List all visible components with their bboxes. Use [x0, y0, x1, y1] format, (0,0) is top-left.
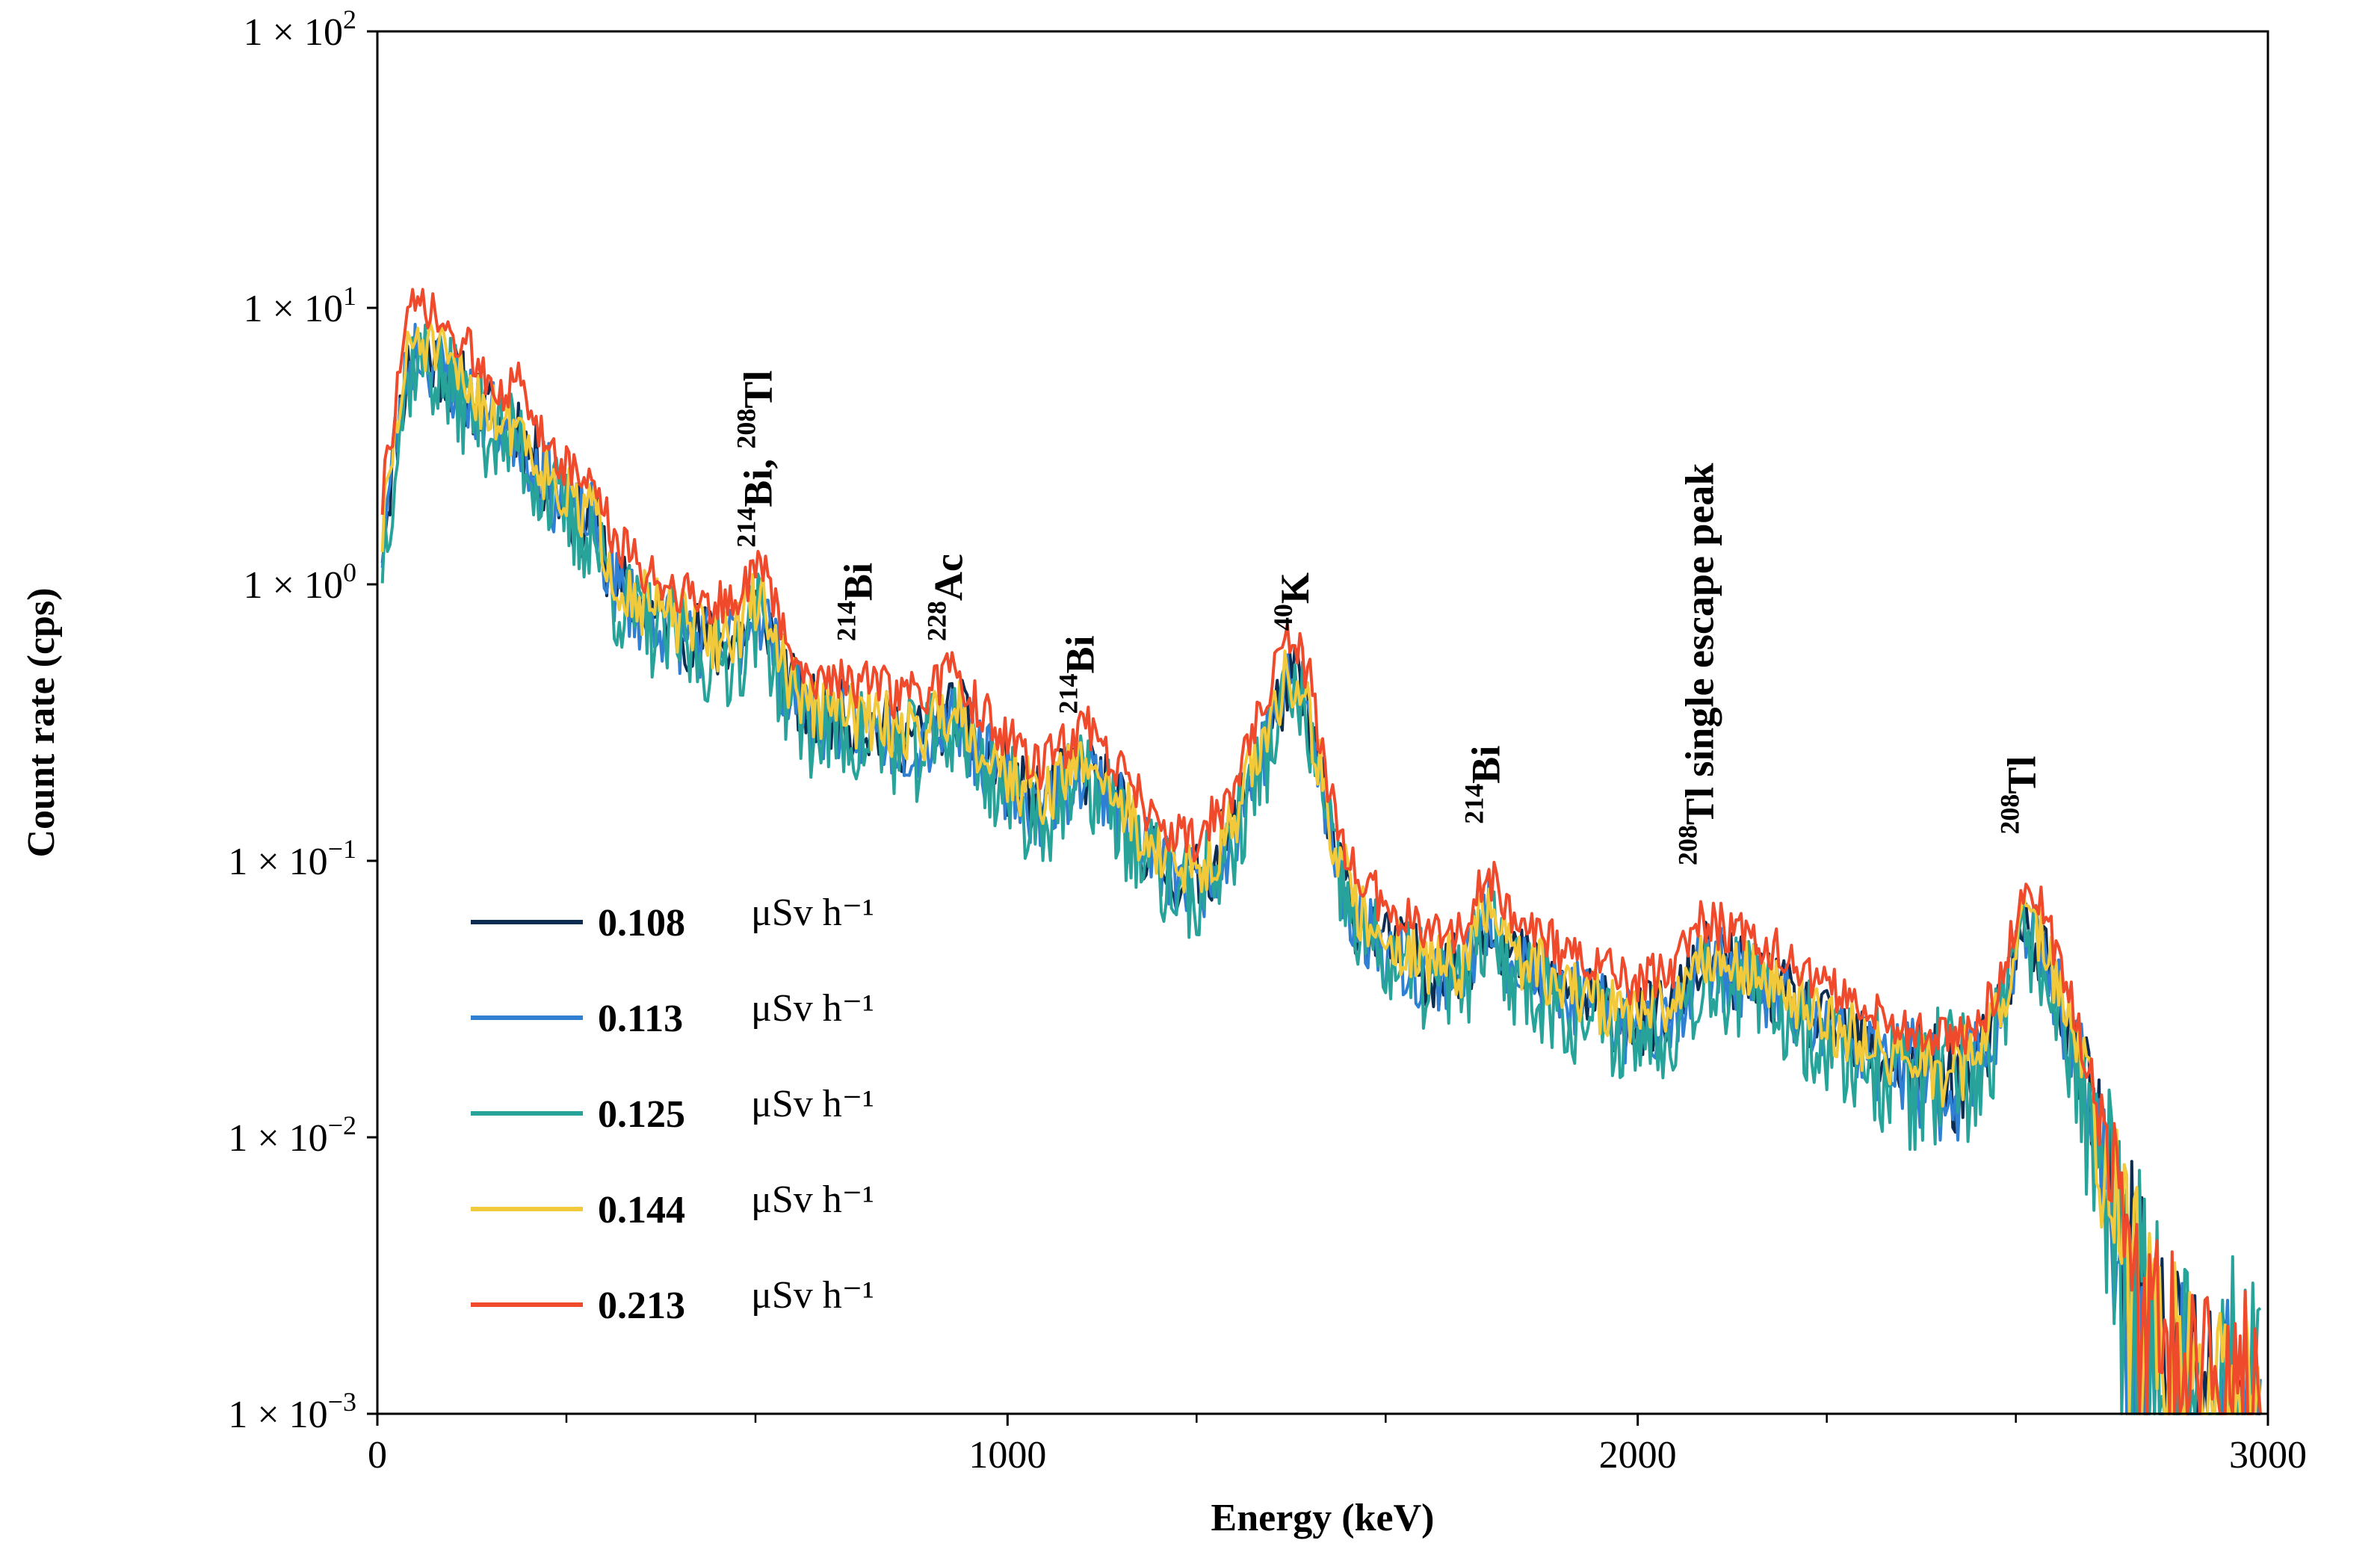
superscript: 208 [1994, 794, 2024, 835]
x-tick-label: 0 [368, 1434, 387, 1477]
label-text: K [1273, 572, 1317, 604]
label-text: Ac [926, 554, 971, 601]
series-line-0.125 [380, 324, 2262, 1415]
superscript: 214 [832, 601, 862, 641]
peak-label: 214Bi [1459, 746, 1509, 824]
y-tick-exponent: 1 [343, 281, 356, 311]
y-tick-base: 1 × 10 [228, 841, 327, 883]
peak-annotation: 228Ac [921, 554, 971, 641]
label-text: Bi [1464, 746, 1509, 784]
peak-label: 208Tl [1994, 756, 2044, 835]
peak-annotation: 208Tl single escape peak [1673, 463, 1722, 866]
y-tick-base: 1 × 10 [244, 288, 343, 330]
superscript: 214 [1054, 673, 1084, 714]
label-text: Bi [1058, 635, 1103, 673]
legend-unit: μSv h⁻¹ [751, 987, 874, 1030]
superscript: 214 [732, 507, 761, 548]
legend-unit: μSv h⁻¹ [751, 1274, 874, 1317]
peak-label: 228Ac [921, 554, 971, 641]
peak-label: 214Bi [1054, 635, 1103, 714]
peak-label: 40K [1268, 572, 1317, 631]
plot-area-border [376, 30, 2269, 1415]
y-tick-exponent: −3 [328, 1387, 356, 1417]
legend-value: 0.144 [598, 1189, 685, 1231]
legend: 0.108 μSv h⁻¹ 0.113 μSv h⁻¹ 0.125 μSv h⁻¹ 0.14… [471, 891, 874, 1327]
peak-label: 208Tl single escape peak [1673, 463, 1722, 866]
legend-unit: μSv h⁻¹ [751, 891, 874, 934]
x-tick-label: 2000 [1599, 1434, 1677, 1477]
y-tick-exponent: 0 [343, 557, 356, 587]
y-tick-label: 1 × 10−3 [228, 1387, 356, 1436]
y-tick-base: 1 × 10 [244, 11, 343, 54]
y-tick-label: 1 × 10−1 [228, 834, 356, 883]
y-axis-title: Count rate (cps) [20, 587, 63, 857]
superscript: 214 [1459, 784, 1489, 824]
superscript: 208 [732, 409, 761, 449]
legend-unit: μSv h⁻¹ [751, 1083, 874, 1125]
y-tick-exponent: −1 [328, 834, 356, 864]
label-text: Tl single escape peak [1678, 463, 1722, 826]
y-tick-label: 1 × 10−2 [228, 1110, 356, 1160]
x-tick-label: 1000 [968, 1434, 1046, 1477]
label-text: Bi [836, 563, 881, 601]
peak-annotation: 208Tl [1994, 756, 2044, 835]
legend-value: 0.125 [598, 1093, 685, 1136]
series-line-0.108 [380, 334, 2260, 1415]
legend-value: 0.108 [598, 902, 685, 945]
legend-value: 0.213 [598, 1285, 685, 1327]
series-layer [380, 288, 2262, 1415]
y-tick-base: 1 × 10 [244, 564, 343, 607]
y-tick-label: 1 × 100 [244, 557, 356, 607]
y-tick-base: 1 × 10 [228, 1394, 327, 1436]
superscript: 228 [921, 601, 951, 641]
peak-annotation: 214Bi [832, 563, 881, 641]
x-tick-label: 3000 [2229, 1434, 2307, 1477]
y-tick-exponent: 2 [343, 4, 356, 34]
superscript: 208 [1673, 825, 1703, 865]
y-tick-label: 1 × 101 [244, 281, 356, 330]
y-tick-label: 1 × 102 [244, 4, 356, 54]
peak-label: 214Bi, 208Tl [732, 371, 781, 548]
label-text: Bi, [736, 449, 781, 507]
series-line-0.213 [380, 288, 2262, 1415]
label-text: Tl [736, 371, 781, 409]
peak-label: 214Bi [832, 563, 881, 641]
x-axis-title: Energy (keV) [1211, 1497, 1435, 1539]
legend-unit: μSv h⁻¹ [751, 1178, 874, 1221]
y-tick-exponent: −2 [328, 1110, 356, 1140]
y-tick-base: 1 × 10 [228, 1117, 327, 1160]
label-text: Tl [1999, 756, 2044, 794]
peak-annotation: 214Bi, 208Tl [732, 371, 781, 548]
peak-annotation: 214Bi [1054, 635, 1103, 714]
x-axis: 0 1000 2000 3000 [368, 1414, 2307, 1477]
series-line-0.144 [380, 321, 2262, 1415]
peak-annotation: 40K [1268, 572, 1317, 631]
legend-value: 0.113 [598, 998, 683, 1040]
series-line-0.113 [380, 323, 2262, 1415]
superscript: 40 [1268, 604, 1298, 631]
peak-annotation: 214Bi [1459, 746, 1509, 824]
peak-annotations: 214Bi, 208Tl214Bi228Ac214Bi40K214Bi208Tl… [732, 371, 2044, 865]
